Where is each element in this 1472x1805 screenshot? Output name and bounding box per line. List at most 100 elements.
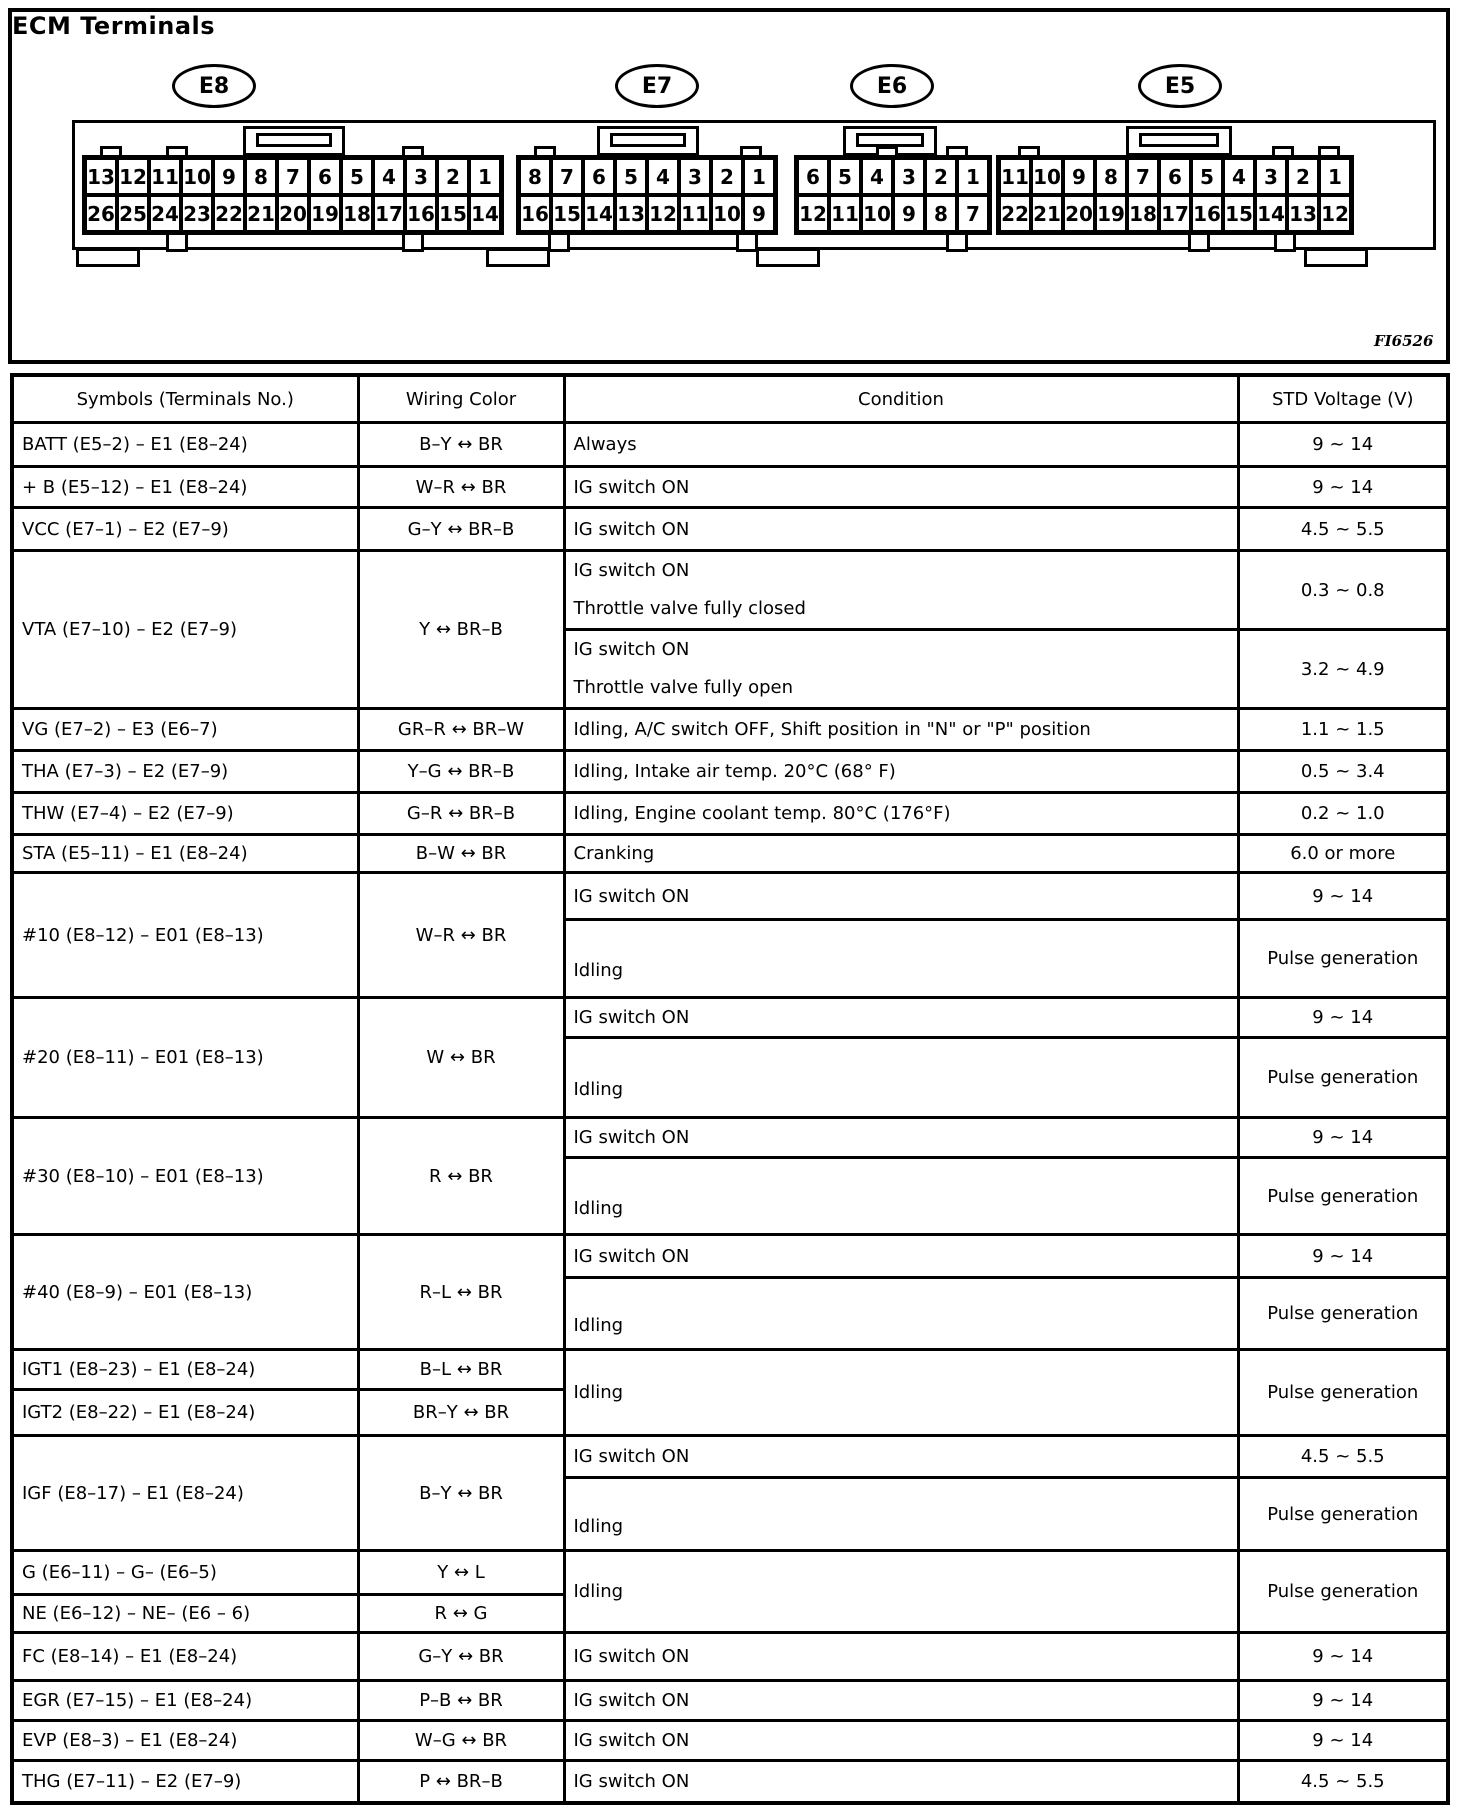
voltage-cell: 9 ~ 14	[1236, 871, 1450, 921]
pin-e7-14: 14	[583, 195, 615, 232]
condition-cell: IG switch ON	[562, 996, 1240, 1039]
condition-cell: Idling, Intake air temp. 20°C (68° F)	[562, 749, 1240, 794]
condition-cell: IG switch ON	[562, 1759, 1240, 1804]
condition-cell: Idling	[562, 1476, 1240, 1552]
pin-e8-6: 6	[309, 158, 341, 195]
pin-e8-11: 11	[149, 158, 181, 195]
symbol-cell: THW (E7–4) – E2 (E7–9)	[10, 791, 360, 836]
table-row: EGR (E7–15) – E1 (E8–24) P–B ↔ BR IG switc…	[10, 1679, 1450, 1722]
pin-e8-25: 25	[117, 195, 149, 232]
lock-tab-e5	[1126, 126, 1232, 156]
pin-e6-11: 11	[829, 195, 861, 232]
pin-e6-10: 10	[861, 195, 893, 232]
table-row: THG (E7–11) – E2 (E7–9) P ↔ BR–B IG switch…	[10, 1759, 1450, 1804]
pin-e5-17: 17	[1159, 195, 1191, 232]
symbol-cell: IGT1 (E8–23) – E1 (E8–24)	[10, 1348, 360, 1391]
pin-e6-1: 1	[957, 158, 989, 195]
symbol-cell: #10 (E8–12) – E01 (E8–13)	[10, 871, 360, 999]
pin-e5-10: 10	[1031, 158, 1063, 195]
pin-e7-12: 12	[647, 195, 679, 232]
pin-e5-9: 9	[1063, 158, 1095, 195]
voltage-cell: Pulse generation	[1236, 1036, 1450, 1119]
pin-e8-26: 26	[85, 195, 117, 232]
wiring-cell: BR–Y ↔ BR	[356, 1388, 566, 1437]
wiring-cell: W–G ↔ BR	[356, 1719, 566, 1762]
symbol-cell: IGF (E8–17) – E1 (E8–24)	[10, 1434, 360, 1552]
connector-e8-pins: 13 12 11 10 9 8 7 6 5 4 3 2 1 26 25 24 23 22 21 20 19 18 17 16 1…	[82, 155, 504, 235]
header-symbols: Symbols (Terminals No.)	[10, 373, 360, 424]
voltage-cell: 9 ~ 14	[1236, 1679, 1450, 1722]
pin-e5-1: 1	[1319, 158, 1351, 195]
condition-cell: IG switch ON	[562, 506, 1240, 552]
voltage-cell: 9 ~ 14	[1236, 1719, 1450, 1762]
page-title: ECM Terminals	[12, 12, 216, 40]
pin-e7-3: 3	[679, 158, 711, 195]
pin-e5-15: 15	[1223, 195, 1255, 232]
wiring-cell: R ↔ G	[356, 1593, 566, 1634]
symbol-cell: + B (E5–12) – E1 (E8–24)	[10, 465, 360, 509]
table-row: Idling Pulse generation	[12, 1476, 1450, 1552]
table-row: IG switch ON Throttle valve fully open 3.2…	[12, 628, 1450, 710]
table-row: NE (E6–12) – NE– (E6 – 6) R ↔ G	[10, 1593, 1448, 1634]
symbol-cell: STA (E5–11) – E1 (E8–24)	[10, 833, 360, 874]
pin-e5-16: 16	[1191, 195, 1223, 232]
pin-e6-4: 4	[861, 158, 893, 195]
wiring-cell: B–L ↔ BR	[356, 1348, 566, 1391]
voltage-cell: 6.0 or more	[1236, 833, 1450, 874]
table-row: FC (E8–14) – E1 (E8–24) G–Y ↔ BR IG switch…	[10, 1631, 1450, 1682]
mount-tab	[1304, 248, 1368, 267]
symbol-cell: IGT2 (E8–22) – E1 (E8–24)	[10, 1388, 360, 1437]
connector-label-e5: E5	[1138, 64, 1222, 108]
condition-cell: Idling	[562, 1036, 1240, 1119]
connector-label-text: E7	[641, 73, 673, 99]
pin-e8-23: 23	[181, 195, 213, 232]
lock-tab-stripe	[856, 133, 924, 147]
wiring-cell: W–R ↔ BR	[356, 465, 566, 509]
voltage-cell: Pulse generation	[1236, 1348, 1450, 1437]
voltage-cell: Pulse generation	[1236, 1549, 1450, 1634]
connector-label-e6: E6	[850, 64, 934, 108]
pin-e5-4: 4	[1223, 158, 1255, 195]
condition-cell: IG switch ON	[562, 871, 1240, 921]
condition-cell: IG switch ON Throttle valve fully open	[562, 628, 1240, 710]
pin-e8-12: 12	[117, 158, 149, 195]
connector-label-e7: E7	[615, 64, 699, 108]
pin-e5-5: 5	[1191, 158, 1223, 195]
table-row: THA (E7–3) – E2 (E7–9) Y–G ↔ BR–B Idling, …	[10, 749, 1450, 794]
symbol-cell: THG (E7–11) – E2 (E7–9)	[10, 1759, 360, 1804]
condition-cell: IG switch ON	[562, 1719, 1240, 1762]
pin-e6-7: 7	[957, 195, 989, 232]
table-row: G (E6–11) – G– (E6–5) Y ↔ L Idling Pulse ge…	[10, 1549, 1450, 1634]
pin-e7-9: 9	[743, 195, 775, 232]
voltage-cell: 0.3 ~ 0.8	[1236, 549, 1450, 631]
condition-cell: Always	[562, 421, 1240, 468]
pin-e8-2: 2	[437, 158, 469, 195]
pin-e7-11: 11	[679, 195, 711, 232]
voltage-cell: 4.5 ~ 5.5	[1236, 1434, 1450, 1479]
symbol-cell: VCC (E7–1) – E2 (E7–9)	[10, 506, 360, 552]
wiring-cell: G–Y ↔ BR–B	[356, 506, 566, 552]
pin-e7-16: 16	[519, 195, 551, 232]
mount-tab	[76, 248, 140, 267]
pin-e5-12: 12	[1319, 195, 1351, 232]
table-row: Idling Pulse generation	[12, 1156, 1450, 1236]
pin-e8-18: 18	[341, 195, 373, 232]
lock-tab-e7	[597, 126, 699, 156]
mount-tab	[756, 248, 820, 267]
table-row: EVP (E8–3) – E1 (E8–24) W–G ↔ BR IG switch…	[10, 1719, 1450, 1762]
connector-e7-pins: 8 7 6 5 4 3 2 1 16 15 14 13 12 11 10 9	[516, 155, 778, 235]
condition-cell: IG switch ON	[562, 1434, 1240, 1479]
header-std-voltage: STD Voltage (V)	[1236, 373, 1450, 424]
voltage-cell: 1.1 ~ 1.5	[1236, 707, 1450, 752]
pin-e7-15: 15	[551, 195, 583, 232]
pin-e7-13: 13	[615, 195, 647, 232]
condition-cell: IG switch ON Throttle valve fully closed	[562, 549, 1240, 631]
wiring-cell: R ↔ BR	[356, 1116, 566, 1236]
connector-e6-pins: 6 5 4 3 2 1 12 11 10 9 8 7	[794, 155, 992, 235]
table-row: + B (E5–12) – E1 (E8–24) W–R ↔ BR IG switc…	[10, 465, 1450, 509]
condition-cell: Idling	[562, 1276, 1240, 1351]
pin-e6-12: 12	[797, 195, 829, 232]
table-row: IGT1 (E8–23) – E1 (E8–24) B–L ↔ BR Idling P…	[10, 1348, 1450, 1437]
voltage-cell: 9 ~ 14	[1236, 1116, 1450, 1159]
condition-cell: Idling, A/C switch OFF, Shift position i…	[562, 707, 1240, 752]
